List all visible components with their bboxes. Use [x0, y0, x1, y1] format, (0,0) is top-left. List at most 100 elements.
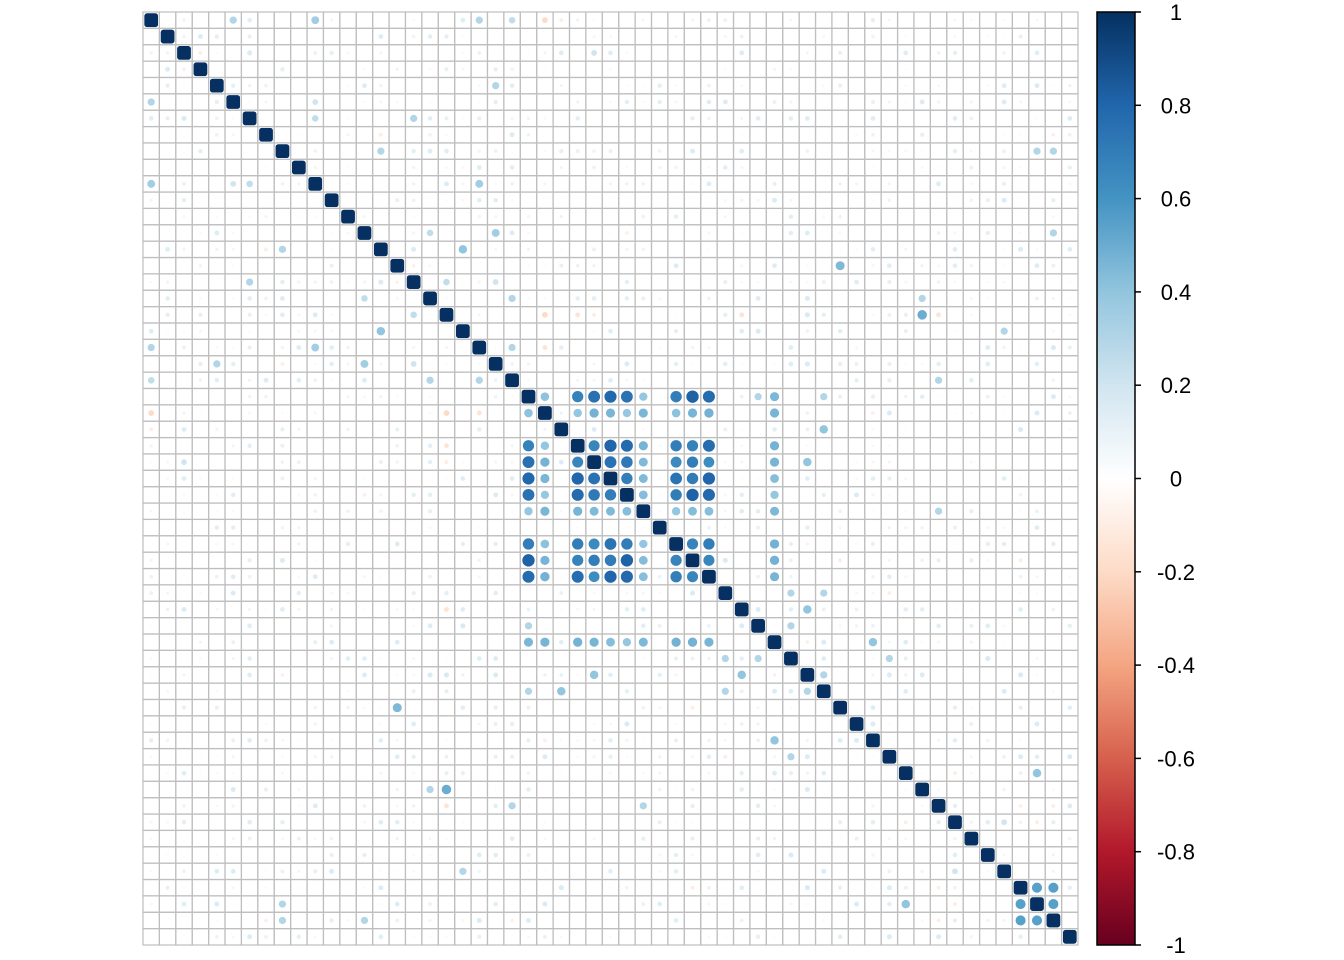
- correlation-circle: [476, 851, 483, 858]
- grid-cell: [650, 125, 669, 144]
- grid-cell: [158, 633, 177, 651]
- correlation-circle: [526, 378, 531, 383]
- grid-cell: [273, 158, 292, 177]
- grid-cell: [880, 502, 899, 521]
- correlation-circle: [623, 720, 631, 728]
- correlation-circle: [738, 770, 745, 776]
- correlation-circle: [295, 377, 302, 384]
- grid-cell: [880, 535, 899, 553]
- correlation-circle: [1068, 689, 1072, 693]
- correlation-circle: [427, 622, 434, 629]
- correlation-circle: [181, 819, 187, 826]
- correlation-circle: [494, 313, 498, 317]
- grid-cell: [552, 93, 571, 111]
- grid-cell: [322, 567, 341, 586]
- correlation-circle: [230, 754, 236, 759]
- correlation-circle: [968, 557, 975, 563]
- correlation-circle: [936, 885, 942, 891]
- grid-cell: [667, 289, 685, 308]
- correlation-circle: [330, 116, 334, 120]
- correlation-circle: [311, 98, 319, 106]
- correlation-circle: [657, 345, 662, 350]
- correlation-circle: [886, 671, 893, 679]
- correlation-circle: [772, 869, 777, 873]
- correlation-circle: [723, 509, 728, 514]
- correlation-circle: [559, 165, 564, 170]
- correlation-circle: [231, 443, 236, 448]
- correlation-circle: [587, 471, 601, 486]
- grid-cell: [978, 322, 997, 340]
- correlation-circle: [1001, 197, 1008, 204]
- correlation-circle: [937, 771, 941, 775]
- correlation-circle: [571, 390, 584, 403]
- grid-cell: [470, 666, 489, 684]
- correlation-circle: [181, 704, 187, 711]
- correlation-circle: [968, 508, 975, 514]
- correlation-circle: [802, 604, 813, 615]
- grid-cell: [896, 747, 915, 766]
- correlation-circle: [871, 362, 875, 366]
- correlation-circle: [246, 17, 253, 24]
- grid-cell: [650, 535, 669, 553]
- correlation-circle: [674, 149, 678, 153]
- grid-cell: [667, 928, 685, 946]
- grid-cell: [437, 322, 456, 340]
- correlation-circle: [605, 637, 616, 648]
- correlation-circle: [591, 165, 597, 170]
- grid-cell: [700, 846, 718, 864]
- grid-cell: [404, 420, 423, 439]
- grid-cell: [601, 682, 620, 701]
- correlation-circle: [543, 84, 547, 88]
- correlation-circle: [525, 786, 532, 793]
- grid-cell: [962, 224, 981, 242]
- correlation-circle: [592, 591, 597, 596]
- correlation-circle: [559, 738, 564, 743]
- grid-cell: [814, 158, 833, 177]
- correlation-circle: [755, 115, 762, 122]
- grid-cell: [470, 813, 489, 832]
- correlation-circle: [458, 867, 468, 876]
- correlation-circle: [377, 819, 384, 826]
- correlation-circle: [494, 296, 498, 301]
- correlation-circle: [868, 637, 878, 648]
- grid-cell: [306, 125, 325, 144]
- correlation-circle: [803, 687, 812, 696]
- grid-cell: [765, 338, 784, 357]
- correlation-circle: [246, 33, 253, 40]
- correlation-circle: [984, 344, 991, 351]
- grid-cell: [421, 649, 439, 668]
- correlation-circle: [592, 116, 596, 120]
- grid-cell: [814, 436, 833, 455]
- grid-cell: [667, 584, 685, 602]
- correlation-circle: [788, 213, 794, 220]
- correlation-circle: [280, 787, 285, 792]
- correlation-circle: [411, 34, 416, 39]
- correlation-circle: [722, 426, 728, 432]
- correlation-circle: [345, 345, 351, 350]
- grid-cell: [667, 11, 685, 29]
- correlation-circle: [985, 394, 991, 400]
- grid-cell: [355, 404, 374, 422]
- correlation-circle: [772, 803, 777, 808]
- grid-cell: [273, 486, 292, 504]
- grid-cell: [1028, 420, 1046, 439]
- correlation-circle: [887, 640, 892, 645]
- correlation-circle: [903, 525, 908, 530]
- grid-cell: [1044, 617, 1063, 635]
- grid-cell: [454, 289, 472, 308]
- correlation-circle: [608, 67, 613, 72]
- correlation-circle: [410, 246, 417, 253]
- grid-cell: [896, 191, 915, 210]
- grid-cell: [913, 649, 931, 668]
- grid-cell: [306, 240, 325, 259]
- grid-cell: [864, 289, 882, 308]
- correlation-circle: [641, 362, 645, 366]
- correlation-circle: [264, 869, 268, 874]
- grid-cell: [798, 911, 817, 930]
- correlation-circle: [887, 836, 892, 841]
- correlation-circle: [230, 492, 237, 498]
- grid-cell: [749, 44, 767, 62]
- correlation-circle: [521, 570, 536, 584]
- correlation-circle: [739, 394, 745, 400]
- correlation-circle: [149, 509, 154, 514]
